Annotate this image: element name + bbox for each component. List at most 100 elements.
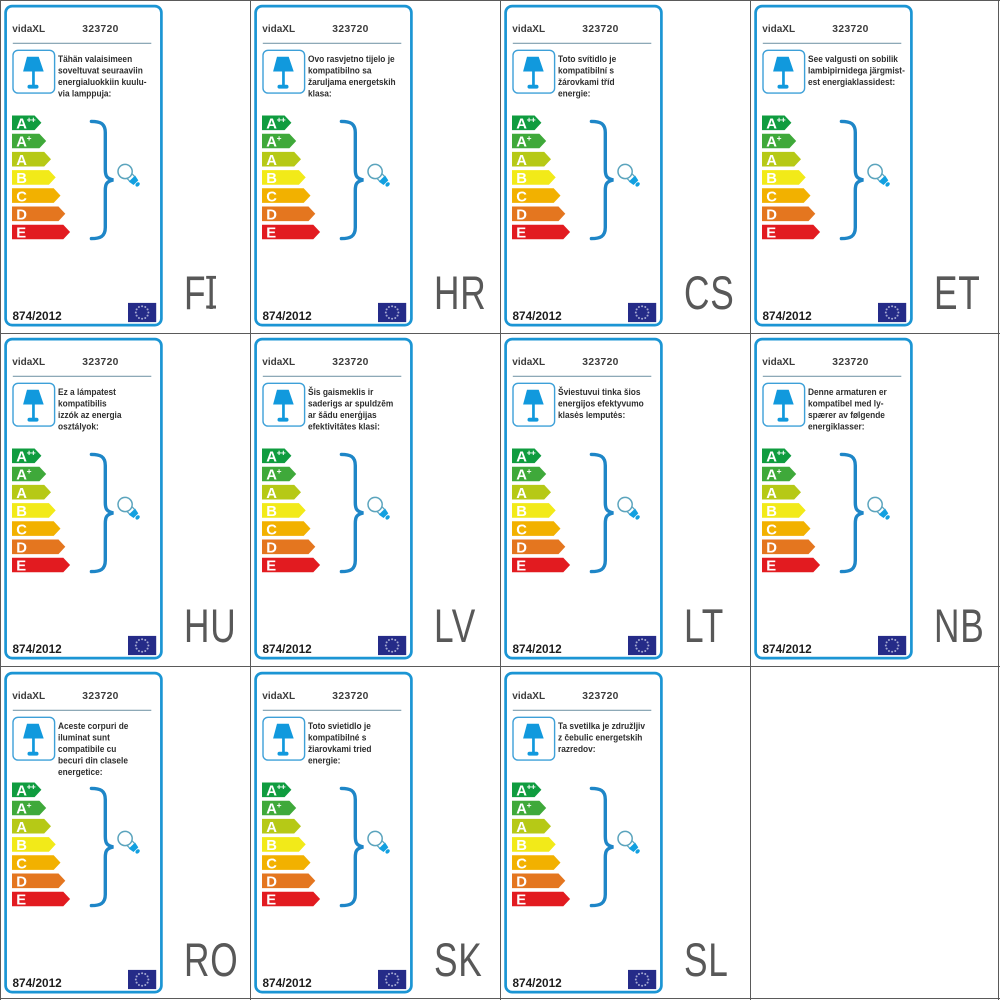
svg-text:D: D bbox=[266, 208, 277, 224]
svg-text:A: A bbox=[266, 783, 277, 799]
svg-text:C: C bbox=[266, 856, 277, 872]
svg-text:+: + bbox=[27, 466, 32, 476]
svg-text:E: E bbox=[266, 226, 276, 242]
svg-text:323720: 323720 bbox=[832, 357, 868, 368]
svg-text:A: A bbox=[266, 819, 277, 835]
svg-text:D: D bbox=[266, 541, 277, 557]
svg-text:+: + bbox=[777, 466, 782, 476]
svg-text:A: A bbox=[766, 117, 777, 133]
svg-text:E: E bbox=[766, 226, 776, 242]
svg-text:vidaXL: vidaXL bbox=[762, 357, 795, 368]
svg-text:HR: HR bbox=[434, 266, 486, 319]
svg-text:vidaXL: vidaXL bbox=[262, 24, 295, 35]
svg-text:323720: 323720 bbox=[332, 691, 368, 702]
svg-text:B: B bbox=[266, 838, 277, 854]
svg-text:323720: 323720 bbox=[582, 691, 618, 702]
svg-text:D: D bbox=[516, 874, 527, 890]
svg-text:+: + bbox=[527, 133, 532, 143]
svg-text:D: D bbox=[16, 874, 27, 890]
svg-text:323720: 323720 bbox=[582, 357, 618, 368]
svg-text:E: E bbox=[16, 226, 26, 242]
svg-text:A: A bbox=[516, 486, 527, 502]
svg-text:A: A bbox=[766, 450, 777, 466]
svg-text:++: ++ bbox=[527, 448, 536, 458]
svg-text:874/2012: 874/2012 bbox=[263, 975, 313, 989]
svg-text:++: ++ bbox=[27, 115, 36, 125]
svg-text:+: + bbox=[27, 799, 32, 809]
svg-text:E: E bbox=[516, 559, 526, 575]
svg-text:B: B bbox=[766, 171, 777, 187]
svg-text:+: + bbox=[527, 466, 532, 476]
svg-text:323720: 323720 bbox=[332, 24, 368, 35]
svg-text:D: D bbox=[516, 541, 527, 557]
svg-text:E: E bbox=[16, 559, 26, 575]
svg-text:vidaXL: vidaXL bbox=[512, 357, 545, 368]
svg-text:D: D bbox=[766, 208, 777, 224]
svg-text:B: B bbox=[516, 504, 527, 520]
svg-text:323720: 323720 bbox=[82, 357, 118, 368]
svg-text:B: B bbox=[266, 171, 277, 187]
svg-text:E: E bbox=[266, 892, 276, 908]
svg-text:CS: CS bbox=[684, 266, 734, 319]
svg-text:vidaXL: vidaXL bbox=[262, 691, 295, 702]
svg-text:vidaXL: vidaXL bbox=[512, 24, 545, 35]
svg-text:A: A bbox=[16, 450, 27, 466]
svg-text:A: A bbox=[16, 468, 27, 484]
svg-text:vidaXL: vidaXL bbox=[12, 357, 45, 368]
svg-text:A: A bbox=[766, 468, 777, 484]
svg-text:D: D bbox=[516, 208, 527, 224]
svg-text:323720: 323720 bbox=[332, 357, 368, 368]
svg-text:A: A bbox=[16, 819, 27, 835]
svg-text:C: C bbox=[16, 189, 27, 205]
svg-text:+: + bbox=[277, 133, 282, 143]
svg-text:874/2012: 874/2012 bbox=[513, 642, 563, 656]
svg-text:+: + bbox=[27, 133, 32, 143]
svg-text:++: ++ bbox=[277, 448, 286, 458]
svg-text:874/2012: 874/2012 bbox=[763, 642, 813, 656]
svg-text:LT: LT bbox=[684, 599, 724, 652]
svg-text:A: A bbox=[516, 801, 527, 817]
svg-text:D: D bbox=[266, 874, 277, 890]
svg-text:RO: RO bbox=[184, 932, 238, 985]
svg-text:A: A bbox=[266, 486, 277, 502]
svg-text:NB: NB bbox=[934, 599, 984, 652]
svg-text:C: C bbox=[516, 856, 527, 872]
svg-text:323720: 323720 bbox=[82, 24, 118, 35]
svg-text:C: C bbox=[766, 523, 777, 539]
svg-text:B: B bbox=[516, 171, 527, 187]
svg-text:A: A bbox=[766, 153, 777, 169]
svg-text:E: E bbox=[766, 559, 776, 575]
svg-text:A: A bbox=[16, 135, 27, 151]
svg-text:A: A bbox=[516, 117, 527, 133]
svg-text:SK: SK bbox=[434, 932, 483, 985]
svg-text:D: D bbox=[766, 541, 777, 557]
svg-text:874/2012: 874/2012 bbox=[513, 309, 563, 323]
svg-text:A: A bbox=[516, 819, 527, 835]
svg-text:C: C bbox=[516, 523, 527, 539]
svg-text:A: A bbox=[266, 468, 277, 484]
svg-text:A: A bbox=[516, 450, 527, 466]
svg-text:++: ++ bbox=[277, 115, 286, 125]
svg-text:B: B bbox=[16, 838, 27, 854]
svg-text:A: A bbox=[266, 117, 277, 133]
svg-text:C: C bbox=[16, 523, 27, 539]
svg-text:323720: 323720 bbox=[82, 691, 118, 702]
svg-text:++: ++ bbox=[777, 115, 786, 125]
svg-text:B: B bbox=[766, 504, 777, 520]
svg-text:C: C bbox=[16, 856, 27, 872]
svg-text:A: A bbox=[16, 801, 27, 817]
svg-text:++: ++ bbox=[277, 781, 286, 791]
svg-text:+: + bbox=[277, 799, 282, 809]
svg-text:+: + bbox=[527, 799, 532, 809]
svg-text:323720: 323720 bbox=[582, 24, 618, 35]
svg-text:874/2012: 874/2012 bbox=[13, 642, 63, 656]
svg-text:A: A bbox=[266, 153, 277, 169]
svg-text:A: A bbox=[516, 783, 527, 799]
svg-text:E: E bbox=[516, 892, 526, 908]
